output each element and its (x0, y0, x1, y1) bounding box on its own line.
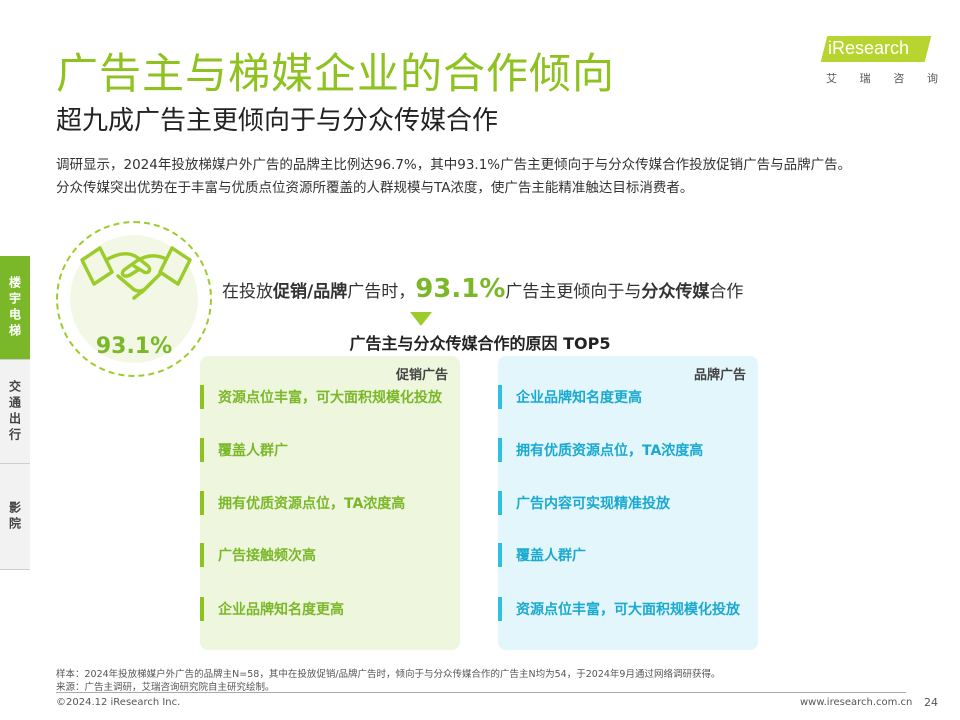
promo-reason-text: 广告接触频次高 (218, 548, 316, 564)
promo-bar (200, 385, 204, 409)
page-subtitle: 超九成广告主更倾向于与分众传媒合作 (56, 106, 499, 136)
brand-reason-item: 拥有优质资源点位，TA浓度高 (498, 437, 703, 463)
logo-cn-char: 艾 (826, 72, 837, 85)
stat-mid2: 广告主更倾向于与 (505, 282, 642, 302)
brand-reason-item: 资源点位丰富，可大面积规模化投放 (498, 596, 740, 622)
page-number: 24 (924, 696, 938, 709)
highlight-percent: 93.1% (95, 334, 173, 359)
side-tabs: 楼宇电梯 交通出行 影院 (0, 256, 30, 570)
brand-reason-text: 拥有优质资源点位，TA浓度高 (516, 443, 704, 459)
brand-panel-label: 品牌广告 (693, 368, 746, 383)
logo-cn-char: 咨 (893, 72, 905, 85)
promo-reason-text: 拥有优质资源点位，TA浓度高 (218, 496, 406, 512)
brand-reason-text: 覆盖人群广 (516, 548, 586, 564)
promo-panel: 促销广告 资源点位丰富，可大面积规模化投放 覆盖人群广 拥有优质资源点位，TA浓… (200, 356, 460, 650)
intro-line: 调研显示，2024年投放梯媒户外广告的品牌主比例达96.7%，其中93.1%广告… (56, 157, 852, 173)
side-tab-cinema[interactable]: 影院 (0, 464, 30, 570)
brand-bar (498, 438, 502, 462)
sample-note: 样本：2024年投放梯媒户外广告的品牌主N=58，其中在投放促销/品牌广告时，倾… (56, 669, 721, 680)
brand-bar (498, 543, 502, 567)
source-note: 来源：广告主调研，艾瑞咨询研究院自主研究绘制。 (56, 682, 275, 693)
stat-mid: 广告时， (347, 282, 416, 302)
intro-text: 调研显示，2024年投放梯媒户外广告的品牌主比例达96.7%，其中93.1%广告… (56, 154, 926, 200)
brand-reason-item: 广告内容可实现精准投放 (498, 490, 670, 516)
intro-line: 分众传媒突出优势在于丰富与优质点位资源所覆盖的人群规模与TA浓度，使广告主能精准… (56, 180, 694, 196)
stat-suffix: 合作 (709, 282, 744, 302)
promo-reason-item: 广告接触频次高 (200, 542, 316, 568)
handshake-icon (80, 246, 192, 300)
brand-bar (498, 385, 502, 409)
promo-bar (200, 597, 204, 621)
logo-cn: 艾 瑞 咨 询 (826, 70, 938, 86)
promo-reason-text: 资源点位丰富，可大面积规模化投放 (218, 390, 442, 406)
promo-bar (200, 438, 204, 462)
chart-title: 广告主与分众传媒合作的原因 TOP5 (349, 334, 611, 353)
promo-reason-item: 企业品牌知名度更高 (200, 596, 344, 622)
logo-cn-char: 瑞 (859, 72, 871, 85)
promo-reason-text: 企业品牌知名度更高 (218, 602, 344, 618)
brand-reason-item: 覆盖人群广 (498, 542, 586, 568)
logo-text: iResearch (828, 38, 910, 58)
brand-reason-text: 资源点位丰富，可大面积规模化投放 (516, 602, 740, 618)
brand-bar (498, 597, 502, 621)
footer-divider (56, 692, 906, 693)
stat-prefix: 在投放 (222, 282, 273, 302)
copyright: ©2024.12 iResearch Inc. (56, 697, 181, 708)
brand-reason-text: 广告内容可实现精准投放 (516, 496, 670, 512)
stat-bold-ad-type: 促销/品牌 (273, 282, 348, 302)
footer-url[interactable]: www.iresearch.com.cn (800, 697, 913, 708)
stat-line: 在投放促销/品牌广告时，93.1%广告主更倾向于与分众传媒合作 (222, 274, 743, 304)
promo-reason-text: 覆盖人群广 (218, 443, 288, 459)
brand-panel: 品牌广告 企业品牌知名度更高 拥有优质资源点位，TA浓度高 广告内容可实现精准投… (498, 356, 758, 650)
promo-bar (200, 543, 204, 567)
promo-reason-item: 拥有优质资源点位，TA浓度高 (200, 490, 405, 516)
iresearch-logo: iResearch 艾 瑞 咨 询 (818, 30, 938, 90)
promo-reason-item: 覆盖人群广 (200, 437, 288, 463)
brand-reason-item: 企业品牌知名度更高 (498, 384, 642, 410)
footnotes: 样本：2024年投放梯媒户外广告的品牌主N=58，其中在投放促销/品牌广告时，倾… (56, 668, 720, 694)
brand-bar (498, 491, 502, 515)
stat-bold-company: 分众传媒 (641, 282, 710, 302)
chevron-down-icon (410, 312, 432, 326)
page-title: 广告主与梯媒企业的合作倾向 (56, 49, 616, 98)
side-tab-elevator[interactable]: 楼宇电梯 (0, 256, 30, 360)
promo-reason-item: 资源点位丰富，可大面积规模化投放 (200, 384, 442, 410)
logo-cn-char: 询 (926, 72, 938, 85)
side-tab-transport[interactable]: 交通出行 (0, 360, 30, 464)
brand-reason-text: 企业品牌知名度更高 (516, 390, 642, 406)
highlight-circle (56, 221, 212, 377)
promo-panel-label: 促销广告 (395, 368, 448, 383)
promo-bar (200, 491, 204, 515)
stat-big-percent: 93.1% (415, 274, 506, 304)
